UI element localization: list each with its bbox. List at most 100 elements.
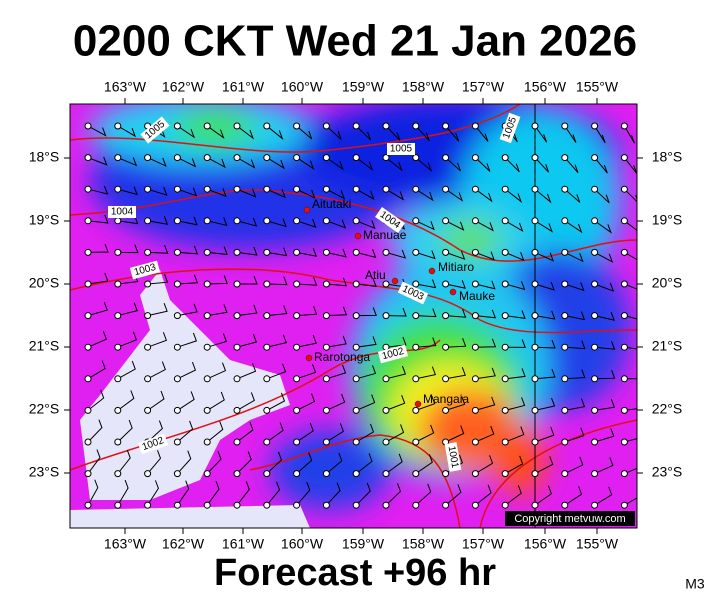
wind-barb bbox=[445, 396, 466, 411]
station-dot bbox=[263, 248, 271, 256]
wind-barb bbox=[147, 420, 163, 443]
wind-barb bbox=[326, 277, 348, 287]
wind-barb bbox=[87, 449, 101, 474]
wind-barb bbox=[117, 157, 138, 167]
station-dot bbox=[352, 248, 360, 256]
place-name: Atiu bbox=[365, 268, 386, 282]
station-dot bbox=[114, 185, 122, 193]
station-dot bbox=[561, 154, 569, 162]
place-name: Mauke bbox=[459, 289, 495, 303]
wind-barb bbox=[564, 398, 586, 411]
wind-barb bbox=[505, 426, 525, 443]
station-dot bbox=[352, 375, 360, 383]
place-dot bbox=[414, 400, 422, 408]
wind-barb bbox=[564, 125, 577, 143]
lon-label: 155°W bbox=[576, 79, 619, 95]
station-dot bbox=[173, 122, 181, 130]
station-dot bbox=[173, 343, 181, 351]
wind-barb bbox=[475, 484, 492, 506]
station-dot bbox=[114, 501, 122, 509]
model: M3 bbox=[685, 576, 705, 592]
station-dot bbox=[561, 312, 569, 320]
station-dot bbox=[501, 406, 509, 414]
wind-barb bbox=[534, 426, 555, 443]
station-dot bbox=[471, 185, 479, 193]
wind-barb bbox=[505, 251, 525, 262]
lat-label: 21°S bbox=[29, 338, 60, 354]
wind-barb bbox=[475, 188, 493, 203]
isobar-label-box bbox=[397, 281, 429, 305]
station-dot bbox=[591, 154, 599, 162]
station-dot bbox=[84, 185, 92, 193]
station-dot bbox=[173, 248, 181, 256]
wind-barb bbox=[177, 157, 197, 168]
station-dot bbox=[352, 312, 360, 320]
wind-barb bbox=[117, 186, 138, 196]
station-dot bbox=[442, 154, 450, 162]
station-dot bbox=[114, 406, 122, 414]
station-dot bbox=[501, 312, 509, 320]
wind-barb bbox=[534, 188, 552, 204]
station-dot bbox=[471, 217, 479, 225]
station-dot bbox=[173, 375, 181, 383]
station-dot bbox=[293, 248, 301, 256]
wind-barb bbox=[624, 315, 637, 320]
wind-barb bbox=[236, 363, 257, 380]
station-dot bbox=[531, 280, 539, 288]
wind-barb bbox=[266, 334, 287, 348]
station-dot bbox=[352, 406, 360, 414]
wind-barb bbox=[594, 311, 615, 321]
wind-barb bbox=[505, 397, 526, 411]
wind-barb bbox=[385, 188, 405, 201]
wind-barb bbox=[177, 245, 199, 255]
station-dot bbox=[203, 312, 211, 320]
station-dot bbox=[84, 248, 92, 256]
place-name: Rarotonga bbox=[314, 350, 370, 364]
wind-barb bbox=[356, 307, 377, 317]
station-dot bbox=[501, 343, 509, 351]
wind-barb bbox=[385, 307, 407, 317]
station-dot bbox=[114, 438, 122, 446]
wind-barb bbox=[117, 125, 137, 138]
lon-label: 163°W bbox=[104, 536, 147, 552]
station-dot bbox=[412, 470, 420, 478]
lat-label: 21°S bbox=[652, 338, 683, 354]
station-dot bbox=[233, 154, 241, 162]
wind-barb bbox=[206, 362, 227, 380]
wind-barb bbox=[147, 390, 165, 411]
station-dot bbox=[620, 406, 628, 414]
station-dot bbox=[293, 375, 301, 383]
station-dot bbox=[471, 375, 479, 383]
station-dot bbox=[263, 406, 271, 414]
wind-barb bbox=[623, 125, 635, 144]
lon-label: 155°W bbox=[576, 536, 619, 552]
wind-barb bbox=[207, 275, 228, 285]
isobar-label-box bbox=[387, 143, 415, 155]
station-dot bbox=[561, 501, 569, 509]
wind-barb bbox=[624, 497, 637, 506]
wind-barb bbox=[355, 157, 374, 171]
wind-barb bbox=[147, 332, 168, 348]
wind-barb bbox=[475, 309, 497, 319]
station-dot bbox=[144, 375, 152, 383]
isobar-label-box bbox=[499, 112, 521, 144]
wind-barb bbox=[236, 246, 258, 256]
station-dot bbox=[620, 280, 628, 288]
station-dot bbox=[233, 406, 241, 414]
station-dot bbox=[501, 375, 509, 383]
wind-barb bbox=[296, 393, 316, 411]
wind-barb bbox=[87, 419, 103, 443]
wind-barb bbox=[594, 399, 616, 411]
station-dot bbox=[531, 154, 539, 162]
station-dot bbox=[382, 470, 390, 478]
wind-barb bbox=[594, 457, 614, 475]
wind-barb bbox=[356, 394, 376, 411]
isobar-label-box bbox=[129, 260, 161, 280]
wind-barb bbox=[624, 220, 637, 232]
station-dot bbox=[471, 501, 479, 509]
station-dot bbox=[84, 122, 92, 130]
wind-barb bbox=[206, 421, 224, 443]
station-dot bbox=[293, 154, 301, 162]
isobar-label: 1001 bbox=[444, 442, 462, 472]
station-dot bbox=[501, 501, 509, 509]
